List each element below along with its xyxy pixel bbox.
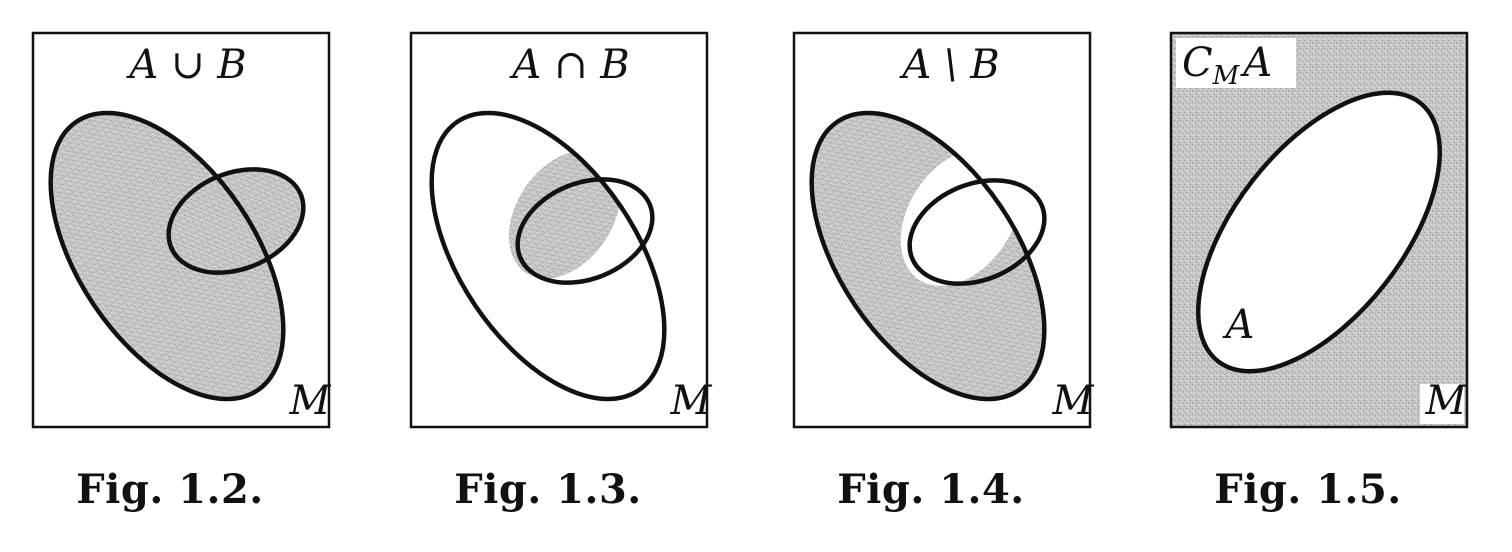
difference-fill [811,112,1045,400]
universe-frame [31,31,331,429]
venn-diagram-union: A ∪ B M [31,31,332,429]
venn-diagram-complement: CM A A M [1169,31,1469,429]
figure-union: A ∪ B M Fig. 1.2. [0,0,340,552]
set-b-outline [907,178,1047,286]
set-a-label: A [1222,302,1255,348]
universe-frame [409,31,709,429]
universe-label: M [289,378,332,424]
universe-frame [1169,31,1469,429]
universe-label: M [670,378,713,424]
intersection-fill [485,129,644,300]
figure-complement: CM A A M Fig. 1.5. [1138,0,1478,552]
set-b-outline [515,177,655,285]
set-a-fill [50,112,284,400]
universe-label-background [1420,384,1464,424]
figure-title: A ∩ B [508,42,629,88]
figure-caption: Fig. 1.5. [1214,466,1402,513]
figure-title: CM A [1182,40,1272,91]
figure-intersection: A ∩ B M Fig. 1.3. [378,0,718,552]
set-a-outline [1196,90,1442,374]
venn-diagram-difference: A \ B M [792,31,1095,429]
set-b-fill [168,169,304,273]
universe-label: M [1052,378,1095,424]
venn-diagram-intersection: A ∩ B M [409,31,713,429]
set-a-outline [809,110,1047,402]
universe-frame [792,31,1092,429]
figure-title: A \ B [898,42,999,88]
figure-caption: Fig. 1.3. [454,466,642,513]
set-a-outline [429,110,667,402]
title-background [1176,38,1296,88]
universe-label: M [1425,378,1468,424]
set-a-region [1198,92,1440,372]
figure-title: A ∪ B [125,42,246,88]
figure-difference: A \ B M Fig. 1.4. [761,0,1101,552]
set-b-outline [166,167,306,275]
set-a-outline [48,110,286,402]
figure-caption: Fig. 1.2. [76,466,264,513]
figure-caption: Fig. 1.4. [837,466,1025,513]
